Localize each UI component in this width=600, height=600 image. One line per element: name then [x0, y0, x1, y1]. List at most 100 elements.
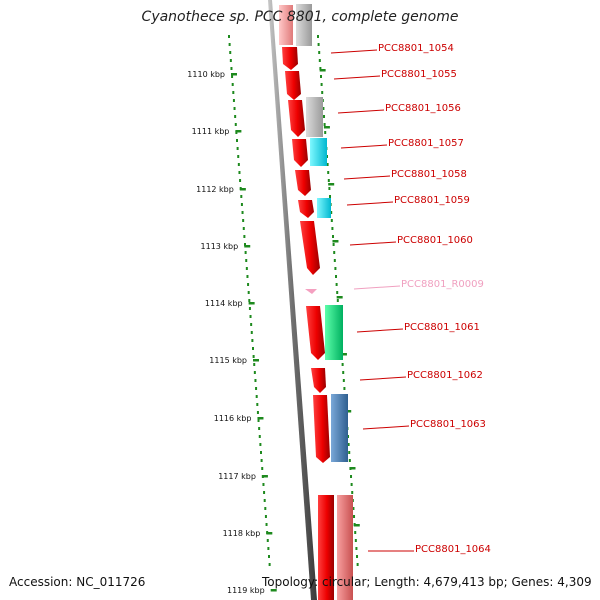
outer-dot — [341, 363, 344, 366]
scale-tick-label: 1116 kbp — [214, 414, 252, 423]
gene-label[interactable]: PCC8801_1061 — [404, 322, 480, 333]
outer-dot — [342, 379, 345, 382]
gene-box[interactable] — [337, 495, 353, 600]
gene-box[interactable] — [317, 198, 331, 218]
outer-dot — [329, 195, 332, 198]
gene-arrow[interactable] — [288, 100, 305, 137]
outer-dot — [335, 283, 338, 286]
rna-feature[interactable] — [305, 289, 317, 294]
scale-dot — [228, 43, 231, 46]
outer-dot — [332, 243, 335, 246]
outer-dot — [323, 123, 326, 126]
scale-ticks: 1110 kbp 1111 kbp 1112 kbp 1113 kbp 1114 kbp… — [187, 70, 277, 595]
gene-arrow[interactable] — [318, 495, 334, 600]
outer-dot — [334, 267, 337, 270]
accession-text: Accession: NC_011726 — [9, 575, 146, 589]
outer-dot — [348, 459, 351, 462]
scale-dot — [242, 219, 245, 222]
gene-features — [279, 4, 353, 600]
scale-dot — [253, 371, 256, 374]
scale-dot — [231, 83, 234, 86]
gene-label[interactable]: PCC8801_1060 — [397, 235, 473, 246]
gene-label[interactable]: PCC8801_1058 — [391, 169, 467, 180]
gene-label[interactable]: PCC8801_1059 — [394, 195, 470, 206]
outer-dot — [328, 187, 331, 190]
outer-ticks — [319, 69, 360, 527]
outer-dot — [330, 211, 333, 214]
scale-dot — [264, 507, 267, 510]
scale-dot — [265, 523, 268, 526]
scale-tick-label: 1114 kbp — [205, 299, 243, 308]
outer-dot — [317, 35, 319, 38]
scale-dot — [256, 403, 259, 406]
outer-dot — [319, 67, 322, 70]
gene-box[interactable] — [325, 305, 343, 360]
scale-dot — [238, 171, 241, 174]
label-leader-line — [333, 75, 381, 80]
outer-dot — [322, 107, 325, 110]
label-leader-line — [356, 328, 404, 333]
outer-dot — [336, 291, 339, 294]
gene-label[interactable]: PCC8801_1055 — [381, 69, 457, 80]
scale-dot — [247, 283, 250, 286]
scale-tick-label: 1117 kbp — [218, 472, 256, 481]
gene-box[interactable] — [310, 138, 327, 166]
gene-arrow[interactable] — [306, 306, 325, 360]
scale-tick-label: 1113 kbp — [201, 242, 239, 251]
outer-dot — [354, 531, 357, 534]
gene-box[interactable] — [306, 97, 323, 137]
scale-tick — [266, 532, 273, 535]
outer-dot — [351, 491, 354, 494]
scale-dot — [229, 59, 232, 62]
gene-arrow[interactable] — [300, 221, 320, 275]
scale-dot — [252, 347, 254, 350]
scale-dot — [231, 75, 234, 78]
gene-box[interactable] — [296, 4, 312, 46]
gene-arrow[interactable] — [279, 5, 293, 45]
gene-label[interactable]: PCC8801_1063 — [410, 419, 486, 430]
gene-label[interactable]: PCC8801_1064 — [415, 544, 491, 555]
scale-dot — [237, 155, 240, 158]
scale-dot — [254, 379, 257, 382]
gene-box[interactable] — [331, 394, 348, 462]
gene-arrow[interactable] — [292, 139, 308, 167]
label-leader-line — [337, 109, 385, 114]
gene-label[interactable]: PCC8801_1054 — [378, 43, 454, 54]
label-leader-line — [343, 175, 391, 180]
gene-arrow[interactable] — [298, 200, 314, 218]
scale-dot — [266, 539, 269, 542]
label-leader-line — [349, 241, 397, 246]
scale-tick-label: 1119 kbp — [227, 586, 265, 595]
gene-arrow[interactable] — [311, 368, 326, 393]
gene-arrow[interactable] — [285, 71, 301, 100]
scale-tick-label: 1111 kbp — [192, 127, 230, 136]
scale-dot — [258, 435, 261, 438]
outer-dot — [320, 83, 323, 86]
scale-dot — [236, 139, 238, 142]
label-leader-line — [346, 201, 394, 206]
scale-dot — [234, 115, 237, 118]
gene-label[interactable]: PCC8801_1057 — [388, 138, 464, 149]
scale-tick — [244, 245, 251, 248]
label-leader-line — [340, 144, 388, 149]
scale-dot — [241, 211, 244, 214]
scale-dot — [236, 147, 239, 150]
outer-tick — [340, 353, 347, 356]
outer-dot — [330, 219, 333, 222]
outer-tick — [349, 467, 356, 470]
gene-label[interactable]: PCC8801_1056 — [385, 103, 461, 114]
scale-dot — [248, 299, 251, 302]
outer-dot — [343, 387, 346, 390]
scale-dot — [253, 363, 256, 366]
gene-arrow[interactable] — [295, 170, 311, 196]
outer-dot — [354, 539, 357, 542]
gene-label[interactable]: PCC8801_1062 — [407, 370, 483, 381]
scale-tick-label: 1110 kbp — [187, 70, 225, 79]
gene-arrow[interactable] — [313, 395, 330, 463]
outer-tick — [323, 126, 330, 129]
gene-arrow[interactable] — [282, 47, 298, 70]
outer-dot — [353, 515, 356, 518]
scale-dot — [240, 195, 243, 198]
gene-label[interactable]: PCC8801_R0009 — [401, 279, 484, 290]
